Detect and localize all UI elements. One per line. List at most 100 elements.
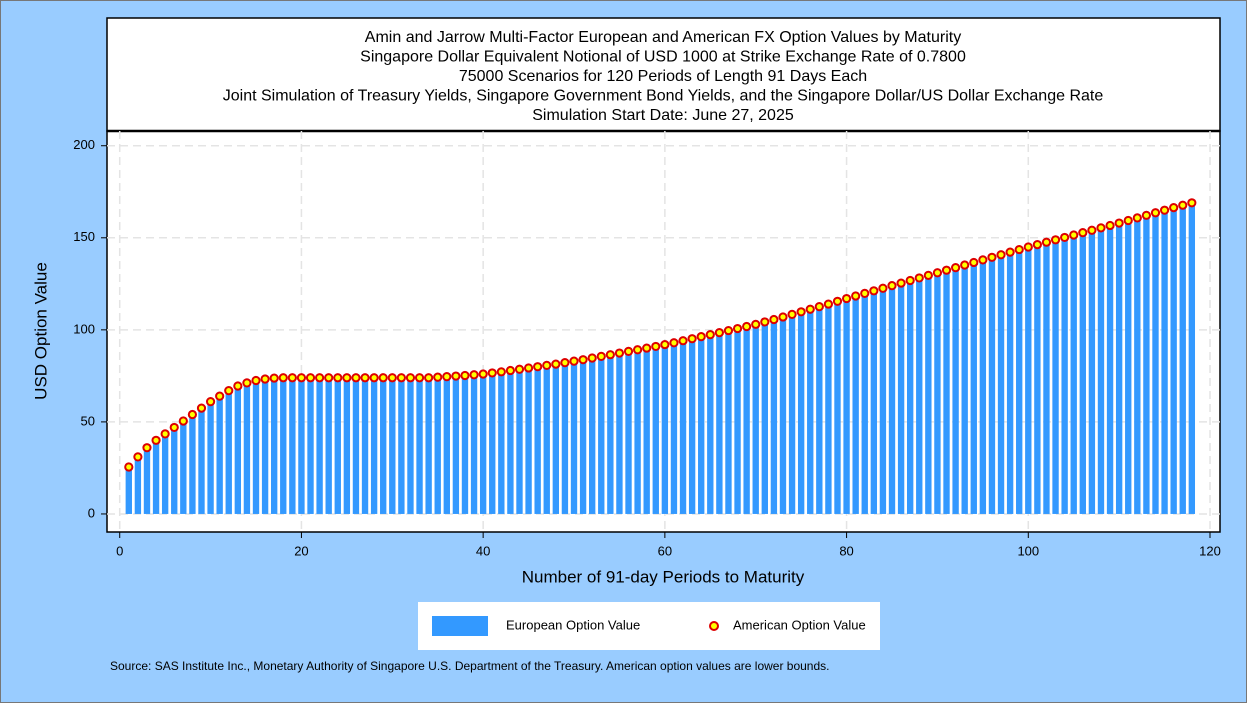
bar	[1034, 244, 1041, 514]
marker	[1114, 218, 1124, 228]
marker	[696, 332, 706, 342]
bar	[1170, 207, 1177, 514]
marker	[951, 263, 961, 273]
bar	[425, 377, 432, 514]
bar	[897, 283, 905, 514]
bar	[1143, 215, 1150, 514]
x-tick-label: 80	[839, 543, 853, 558]
marker	[714, 328, 724, 338]
marker	[769, 314, 779, 325]
x-tick-label: 40	[476, 543, 490, 558]
marker	[124, 462, 134, 472]
bar	[679, 340, 687, 514]
marker	[196, 403, 207, 413]
marker	[1105, 220, 1115, 231]
x-tick-label: 100	[1017, 543, 1039, 558]
marker	[523, 363, 534, 373]
marker	[678, 336, 688, 346]
marker	[1096, 223, 1106, 233]
marker	[324, 373, 334, 383]
marker	[160, 429, 170, 439]
bar	[834, 301, 841, 514]
marker	[669, 338, 679, 348]
marker	[923, 270, 933, 280]
marker	[978, 255, 988, 265]
bar	[507, 370, 514, 514]
marker	[487, 368, 497, 378]
chart-title: 75000 Scenarios for 120 Periods of Lengt…	[459, 68, 867, 85]
marker	[642, 343, 652, 353]
bar	[125, 467, 132, 514]
bar	[134, 456, 142, 514]
marker	[215, 391, 225, 401]
marker	[1169, 202, 1179, 213]
y-tick-label: 100	[73, 321, 95, 336]
legend-label: European Option Value	[506, 617, 640, 632]
bar	[988, 257, 996, 514]
legend-swatch	[432, 616, 488, 636]
marker	[723, 325, 734, 336]
marker	[242, 378, 252, 388]
marker	[832, 296, 843, 306]
marker	[224, 386, 234, 396]
bar	[325, 377, 332, 514]
marker	[1187, 198, 1197, 208]
bar	[470, 374, 478, 514]
marker	[478, 369, 488, 379]
marker	[496, 367, 506, 377]
marker	[396, 373, 406, 383]
marker	[1132, 213, 1142, 223]
bar	[180, 420, 187, 514]
marker	[660, 339, 670, 350]
marker	[1178, 200, 1188, 210]
bar	[189, 414, 196, 514]
marker	[805, 304, 815, 314]
bar	[797, 311, 805, 514]
bar	[307, 377, 314, 514]
marker	[651, 341, 661, 352]
marker	[287, 373, 297, 383]
bar	[407, 377, 414, 514]
bar	[816, 306, 823, 514]
bar	[561, 362, 569, 514]
marker	[551, 359, 561, 369]
marker	[560, 358, 570, 368]
marker	[851, 291, 861, 301]
bar	[788, 314, 796, 514]
bar	[1097, 227, 1105, 514]
chart-title: Simulation Start Date: June 27, 2025	[532, 107, 794, 124]
bar	[352, 377, 360, 514]
bar	[489, 372, 496, 514]
marker	[1159, 205, 1170, 215]
marker	[941, 265, 952, 275]
bar	[534, 366, 541, 514]
marker	[969, 257, 979, 268]
marker	[1032, 239, 1042, 250]
marker	[778, 312, 788, 322]
bar	[852, 295, 859, 514]
bar	[688, 338, 696, 514]
bar	[879, 288, 887, 514]
bar	[843, 298, 850, 514]
bar	[707, 334, 714, 514]
bar	[752, 324, 759, 514]
bar	[498, 371, 505, 514]
bar	[389, 377, 396, 514]
marker	[960, 260, 970, 270]
bar	[716, 332, 723, 514]
marker	[451, 371, 461, 381]
y-axis-title: USD Option Value	[31, 262, 50, 400]
marker	[787, 309, 797, 319]
bar	[661, 344, 669, 514]
bar	[216, 396, 223, 514]
bar	[516, 369, 523, 514]
title-box	[106, 17, 1221, 132]
x-tick-label: 60	[658, 543, 672, 558]
bar	[934, 272, 941, 514]
bar	[452, 376, 460, 514]
bar	[270, 378, 278, 514]
marker	[1078, 228, 1088, 238]
bar	[607, 354, 614, 514]
marker	[905, 275, 915, 286]
marker	[233, 381, 243, 391]
